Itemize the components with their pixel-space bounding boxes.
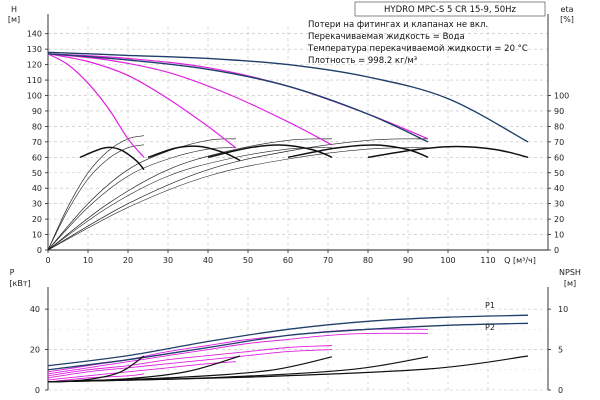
y-right-tick-label: 30 xyxy=(554,200,564,209)
y-left-tick-label: 20 xyxy=(32,215,42,224)
y-right-title-top: eta xyxy=(561,5,574,14)
y-left-tick-label: 0 xyxy=(37,246,42,255)
power-curve-p2 xyxy=(47,322,529,371)
x-tick-label: 40 xyxy=(203,256,213,265)
speed-limit-curve xyxy=(47,53,333,146)
note-line: Потери на фитингах и клапанах не вкл. xyxy=(308,20,488,30)
y-left-tick-label: 0 xyxy=(35,386,40,395)
title-box xyxy=(354,1,546,17)
y-left-tick-label: 70 xyxy=(32,138,42,147)
x-tick-label: 30 xyxy=(163,256,173,265)
note-line: Перекачиваемая жидкость = Вода xyxy=(308,32,465,42)
efficiency-curve xyxy=(47,138,429,251)
head-curve xyxy=(47,51,529,143)
y-left-unit-bottom: [кВт] xyxy=(9,279,30,288)
y-left-tick-label: 140 xyxy=(27,30,42,39)
y-right-tick-label: 0 xyxy=(554,246,559,255)
x-tick-label: 100 xyxy=(440,256,455,265)
y-right-tick-label: 40 xyxy=(554,184,564,193)
duty-curve xyxy=(207,144,333,159)
series-layer xyxy=(47,51,529,383)
x-tick-label: 110 xyxy=(480,256,495,265)
duty-curve xyxy=(287,144,429,159)
duty-curve xyxy=(367,145,529,159)
y-right-tick-label: 80 xyxy=(554,122,564,131)
power-variant-curve xyxy=(47,361,237,381)
y-left-tick-label: 90 xyxy=(32,107,42,116)
x-tick-label: 50 xyxy=(243,256,253,265)
y-right-tick-label: 70 xyxy=(554,138,564,147)
y-left-tick-label: 130 xyxy=(27,45,42,54)
chart-title: HYDRO MPC-S 5 CR 15-9, 50Hz xyxy=(384,5,517,15)
y-left-tick-label: 40 xyxy=(32,184,42,193)
x-axis-label: Q [м³/ч] xyxy=(504,256,536,265)
y-left-tick-label: 30 xyxy=(32,200,42,209)
labels-layer: 0102030405060708090100110120130140010203… xyxy=(8,1,581,395)
efficiency-curve xyxy=(47,138,237,251)
efficiency-curve xyxy=(47,135,145,251)
power-curve-p1 xyxy=(47,314,529,367)
efficiency-curve-variant xyxy=(47,147,429,251)
y-right-tick-label: 20 xyxy=(554,215,564,224)
y-left-tick-label: 50 xyxy=(32,169,42,178)
efficiency-curve-variant xyxy=(47,147,333,251)
x-tick-label: 60 xyxy=(283,256,293,265)
speed-limit-curve xyxy=(47,53,145,158)
y-right-tick-label: 10 xyxy=(554,231,564,240)
y-left-tick-label: 120 xyxy=(27,61,42,70)
series-label-p2: P2 xyxy=(485,323,495,332)
y-left-tick-label: 80 xyxy=(32,122,42,131)
y-left-title-top: H xyxy=(11,5,17,14)
y-right-tick-label: 90 xyxy=(554,107,564,116)
y-left-tick-label: 110 xyxy=(27,76,42,85)
note-line: Температура перекачиваемой жидкости = 20… xyxy=(307,44,528,54)
y-left-unit-top: [м] xyxy=(8,15,20,24)
npsh-curve xyxy=(47,356,429,383)
speed-limit-curve xyxy=(47,53,237,149)
power-variant-curve xyxy=(47,373,145,383)
note-line: Плотность = 998.2 кг/м³ xyxy=(308,56,417,66)
duty-curve xyxy=(79,146,145,171)
power-variant-curve xyxy=(47,345,333,377)
y-right-tick-label: 5 xyxy=(558,346,563,355)
y-right-unit-bottom: [м] xyxy=(564,279,576,288)
y-right-title-bottom: NPSH xyxy=(559,268,581,277)
x-tick-label: 90 xyxy=(403,256,413,265)
y-right-unit-top: [%] xyxy=(560,15,574,24)
y-left-tick-label: 100 xyxy=(27,92,42,101)
x-tick-label: 70 xyxy=(323,256,333,265)
y-left-tick-label: 60 xyxy=(32,153,42,162)
x-tick-label: 10 xyxy=(83,256,93,265)
grid xyxy=(47,26,548,391)
x-tick-label: 80 xyxy=(363,256,373,265)
series-label-p1: P1 xyxy=(485,301,495,310)
duty-curve xyxy=(147,145,241,162)
power-variant-curve xyxy=(47,332,429,375)
y-left-tick-label: 20 xyxy=(30,346,40,355)
y-left-tick-label: 40 xyxy=(30,305,40,314)
y-right-tick-label: 60 xyxy=(554,153,564,162)
npsh-curve xyxy=(47,355,529,383)
y-left-title-bottom: P xyxy=(10,268,15,277)
axes xyxy=(45,14,551,391)
x-tick-label: 20 xyxy=(123,256,133,265)
y-right-tick-label: 50 xyxy=(554,169,564,178)
efficiency-curve-variant xyxy=(47,144,145,251)
y-right-tick-label: 0 xyxy=(558,386,563,395)
head-curve xyxy=(47,53,429,143)
y-right-tick-label: 10 xyxy=(558,305,568,314)
power-variant-curve xyxy=(47,349,333,379)
y-left-tick-label: 10 xyxy=(32,231,42,240)
y-right-tick-label: 100 xyxy=(554,92,569,101)
efficiency-curve xyxy=(47,138,333,251)
x-tick-label: 0 xyxy=(45,256,50,265)
